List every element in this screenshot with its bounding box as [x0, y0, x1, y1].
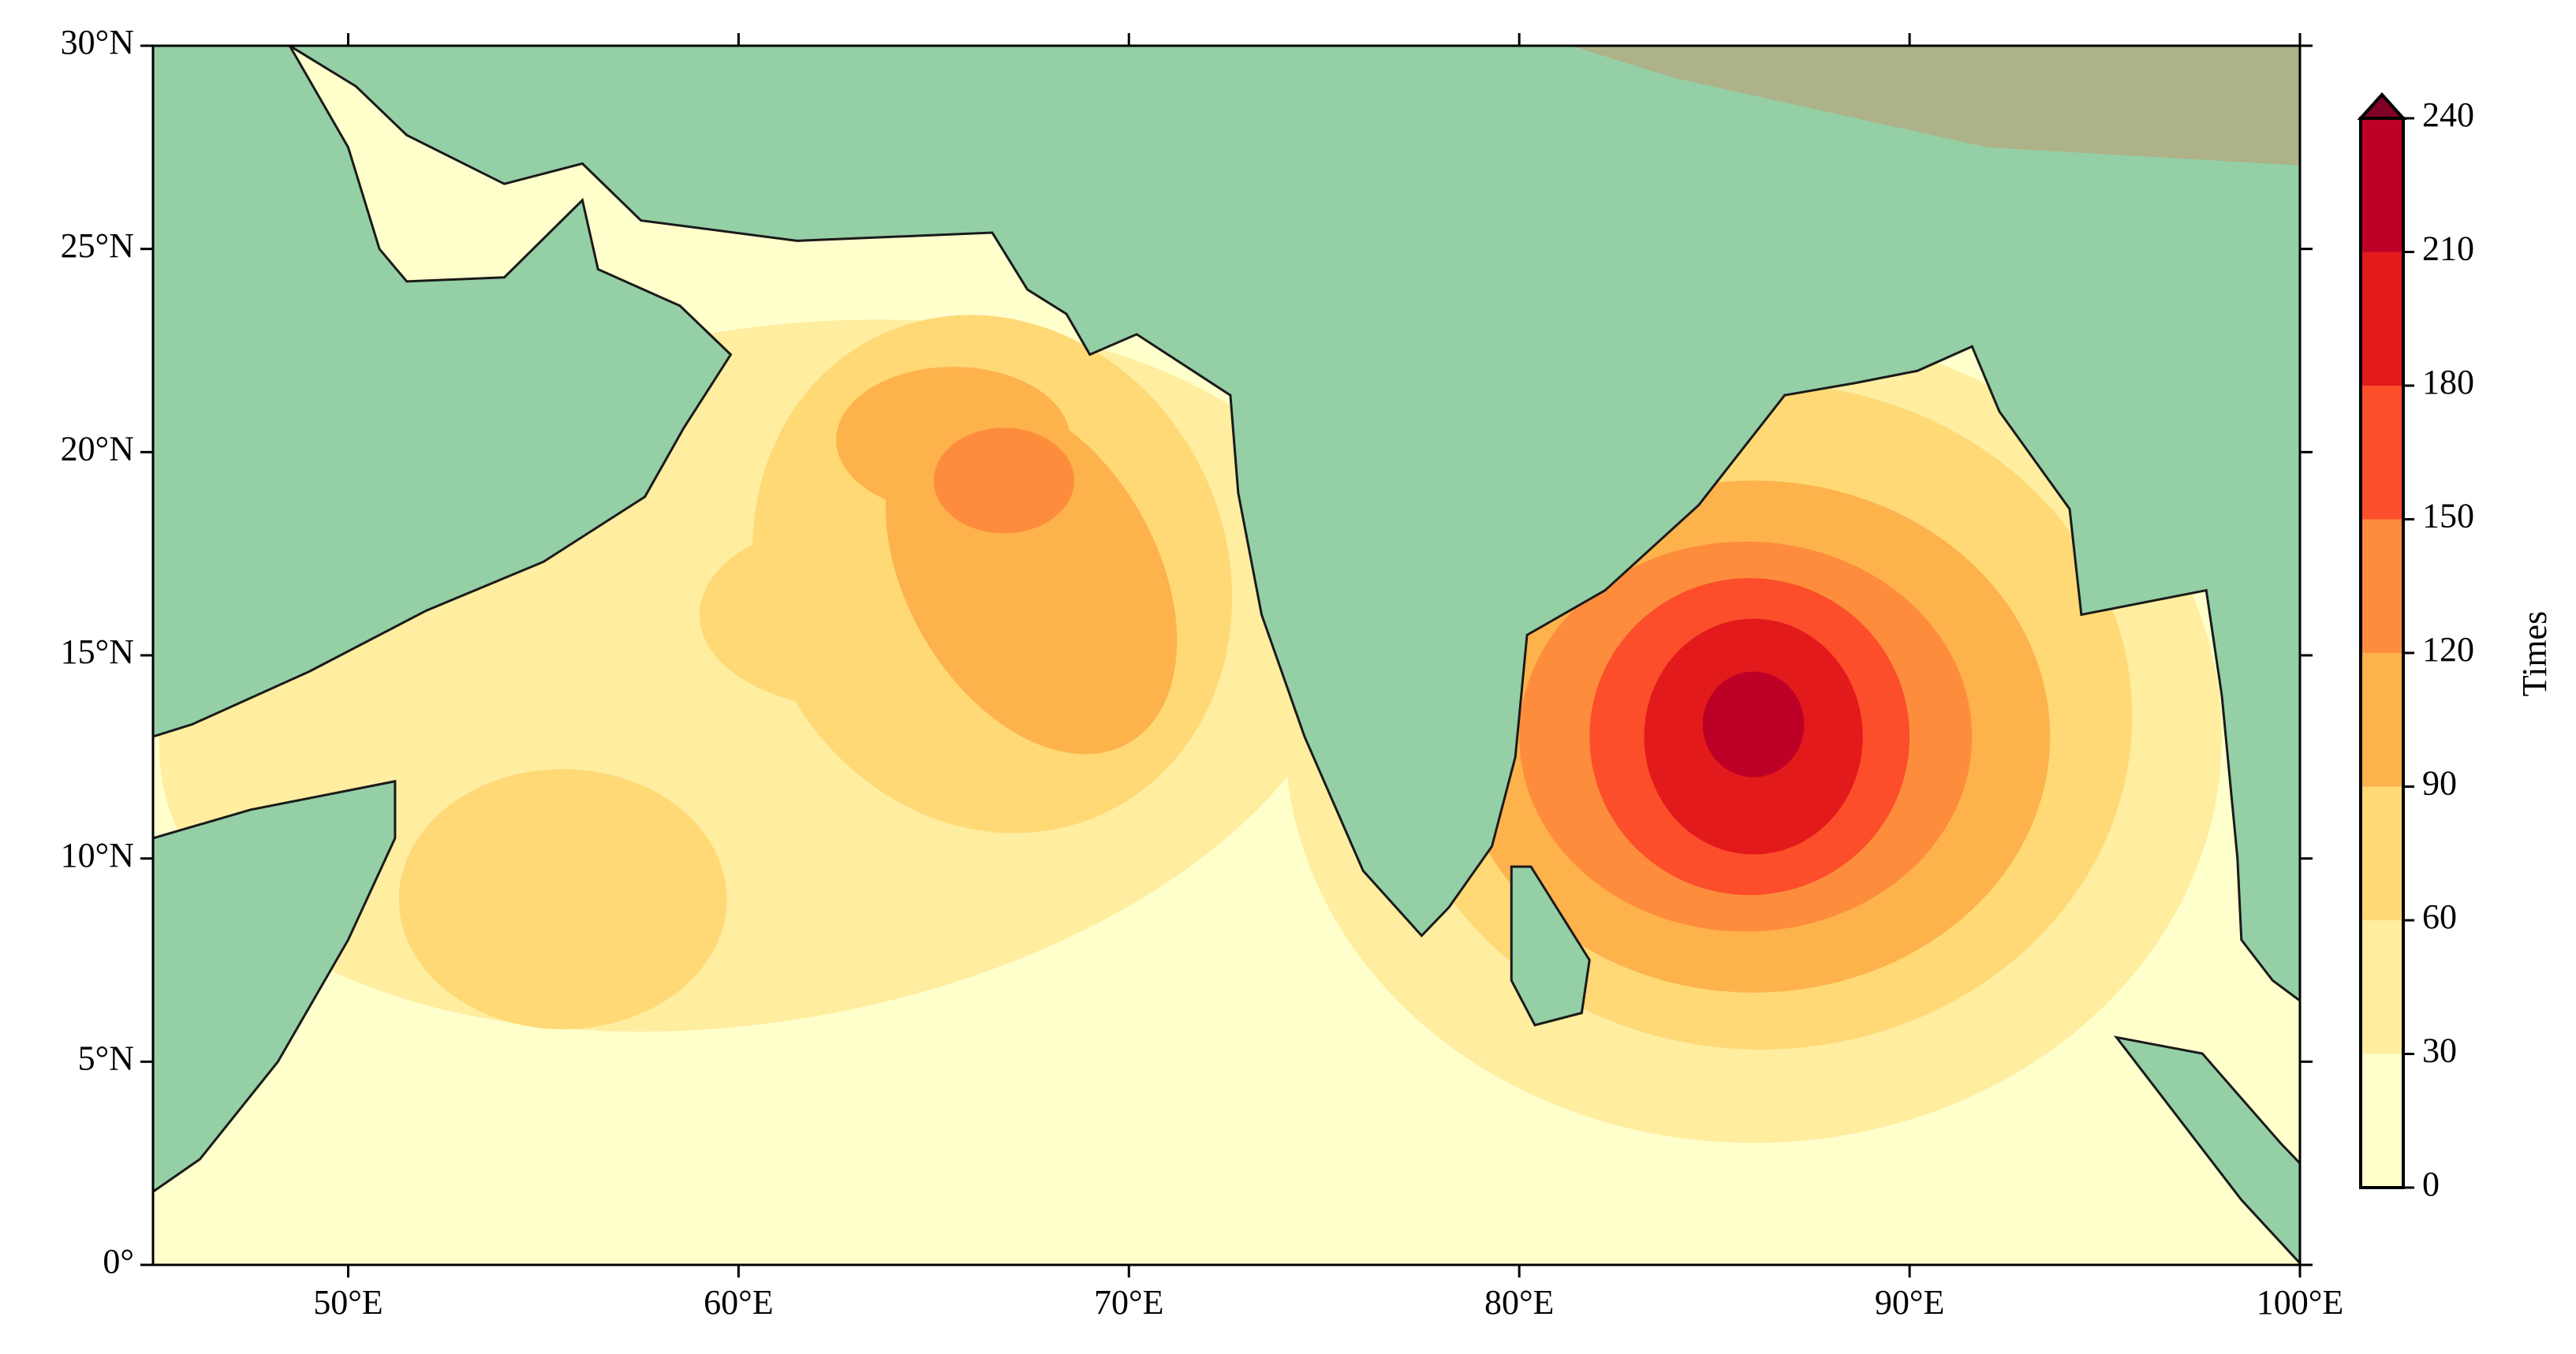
colorbar-tick-label: 240: [2422, 95, 2474, 134]
y-tick-label: 15°N: [61, 632, 134, 671]
colorbar-bin: [2361, 920, 2403, 1054]
colorbar-bin: [2361, 252, 2403, 386]
colorbar-tick-label: 30: [2422, 1031, 2457, 1070]
highlands: [1571, 46, 2300, 166]
land: [2113, 1035, 2300, 1265]
colorbar-bin: [2361, 519, 2403, 653]
x-tick-label: 60°E: [704, 1283, 773, 1322]
colorbar-tick-label: 0: [2422, 1165, 2440, 1203]
colorbar: 0 30 60 90 120 150 180 210 240: [2357, 92, 2474, 1203]
colorbar-label: Times: [2515, 611, 2554, 696]
colorbar-tick-label: 210: [2422, 229, 2474, 268]
x-tick-label: 90°E: [1875, 1283, 1944, 1322]
colorbar-tick-label: 180: [2422, 363, 2474, 401]
y-tick-label: 10°N: [61, 836, 134, 875]
land: [153, 779, 397, 1194]
frequency-area: [398, 769, 727, 1030]
x-tick-label: 80°E: [1484, 1283, 1554, 1322]
map-body: [153, 46, 2300, 1265]
colorbar-extend: [2357, 92, 2407, 120]
frequency-area: [1702, 671, 1805, 778]
y-tick-label: 25°N: [61, 226, 134, 265]
land: [1510, 865, 1591, 1027]
colorbar-tick-label: 150: [2422, 497, 2474, 535]
colorbar-tick-label: 120: [2422, 630, 2474, 669]
colorbar-bin: [2361, 653, 2403, 787]
frequency-area: [933, 427, 1074, 534]
x-tick-label: 70°E: [1094, 1283, 1163, 1322]
colorbar-bin: [2361, 386, 2403, 520]
x-tick-label: 100°E: [2257, 1283, 2343, 1322]
y-tick-label: 30°N: [61, 23, 134, 62]
y-tick-label: 20°N: [61, 429, 134, 468]
y-tick-label: 5°N: [78, 1039, 134, 1077]
colorbar-tick-label: 90: [2422, 764, 2457, 803]
colorbar-bin: [2361, 118, 2403, 252]
axes: 50°E 60°E 70°E 80°E 90°E 100°E 0° 5°N 10°N 15°N 20…: [61, 23, 2344, 1322]
y-tick-label: 0°: [103, 1242, 134, 1281]
land: [288, 46, 2300, 1002]
x-tick-label: 50°E: [313, 1283, 383, 1322]
colorbar-bin: [2361, 1054, 2403, 1188]
land: [153, 46, 733, 738]
colorbar-tick-label: 60: [2422, 897, 2457, 936]
colorbar-bin: [2361, 786, 2403, 920]
